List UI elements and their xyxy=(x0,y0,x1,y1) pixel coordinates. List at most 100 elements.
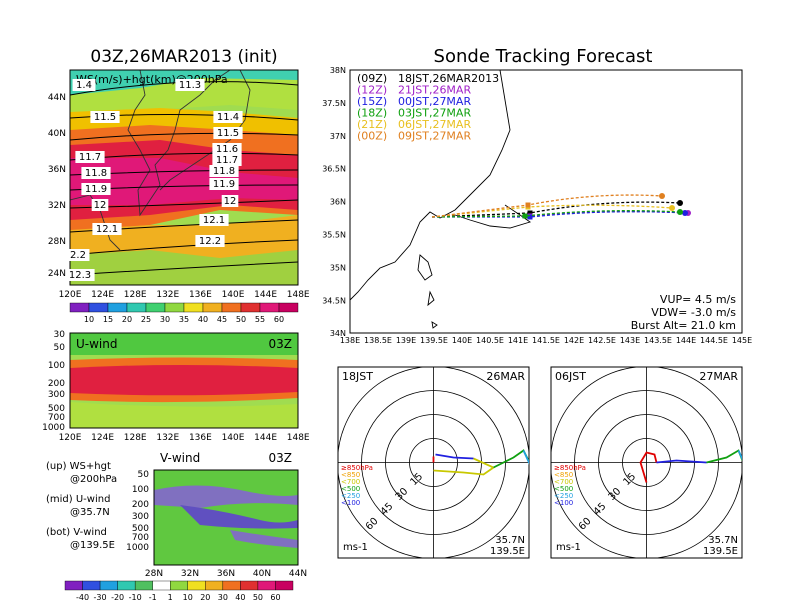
ws-colorbar-cell xyxy=(259,302,280,313)
pressure-tick-label: 700 xyxy=(132,533,149,543)
polar-legend-item: <500 xyxy=(554,485,573,493)
launch-time: 18JST,26MAR2013 xyxy=(398,72,499,85)
pressure-tick-label: 300 xyxy=(132,512,149,522)
vup-text: VUP= 4.5 m/s xyxy=(660,293,736,306)
pressure-tick-label: 200 xyxy=(48,379,65,389)
ws-lon-labels: 120E 124E 128E 132E 136E 140E 144E 148E xyxy=(59,290,310,300)
sonde-track xyxy=(431,210,681,218)
launch-time: 06JST,27MAR xyxy=(398,118,471,131)
contour-label-box xyxy=(75,151,105,163)
ws-colorbar-tick: 35 xyxy=(179,315,189,324)
lat-tick-label: 35N xyxy=(330,263,346,272)
launch-code: (21Z) xyxy=(357,118,387,131)
ws-colorbar-tick: 20 xyxy=(122,315,132,324)
v-colorbar-tick: -20 xyxy=(111,593,124,602)
polar-legend-item: <700 xyxy=(341,478,360,486)
lat-tick-label: 44N xyxy=(289,569,307,579)
launch-time: 00JST,27MAR xyxy=(398,95,471,108)
ws-colorbar-tick: 45 xyxy=(217,315,227,324)
u-wind-label: U-wind xyxy=(76,337,117,351)
lat-tick-label: 28N xyxy=(145,569,163,579)
lat-tick-label: 34.5N xyxy=(322,296,346,305)
legend-up-line2: @200hPa xyxy=(70,474,117,485)
lon-tick-label: 143.5E xyxy=(644,336,672,345)
lon-tick-label: 120E xyxy=(59,433,82,443)
lon-tick-label: 136E xyxy=(189,433,212,443)
contour-label: 11.5 xyxy=(217,128,239,139)
v-colorbar-cell xyxy=(222,580,241,591)
ws-colorbar-tick: 15 xyxy=(103,315,113,324)
contour-label: 11.9 xyxy=(85,184,107,195)
contour-label: 11.7 xyxy=(216,155,238,166)
lon-tick-label: 141E xyxy=(508,336,528,345)
pressure-tick-label: 200 xyxy=(132,500,149,510)
contour-label-box xyxy=(91,199,109,211)
polar-lat: 35.7N xyxy=(495,535,525,546)
lon-tick-label: 139.5E xyxy=(420,336,448,345)
ws-colorbar-tick: 55 xyxy=(255,315,265,324)
contour-label-box xyxy=(209,178,239,190)
launch-code: (12Z) xyxy=(357,84,387,97)
contour-label: 11.3 xyxy=(179,80,201,91)
launch-time: 09JST,27MAR xyxy=(398,130,471,143)
v-colorbar-tick: -40 xyxy=(76,593,89,602)
lon-tick-label: 144E xyxy=(254,433,277,443)
v-colorbar-tick: 10 xyxy=(183,593,193,602)
v-wind-label: V-wind xyxy=(160,451,200,465)
polar-time-label: 18JST xyxy=(342,370,373,383)
ws-colorbar-tick: 25 xyxy=(141,315,151,324)
lon-tick-label: 140E xyxy=(452,336,472,345)
burst-marker xyxy=(527,210,533,216)
lat-tick-label: 34N xyxy=(330,329,346,338)
lon-tick-label: 140.5E xyxy=(476,336,504,345)
ws-colorbar-tick: 60 xyxy=(274,315,284,324)
polar-legend-item: <100 xyxy=(554,499,573,507)
lon-tick-label: 140E xyxy=(222,433,245,443)
pressure-tick-label: 50 xyxy=(138,470,150,480)
lat-tick-label: 44N xyxy=(48,93,66,103)
contour-label-box xyxy=(81,167,111,179)
polar-legend-item: ≥850hPa xyxy=(341,464,373,472)
ws-colorbar-cell xyxy=(69,302,90,313)
v-colorbar-cell xyxy=(205,580,224,591)
burst-marker xyxy=(525,202,531,208)
ws-colorbar-cell xyxy=(164,302,185,313)
ws-colorbar-cell xyxy=(240,302,261,313)
hodograph-segment xyxy=(656,459,707,464)
ws-map-title: 03Z,26MAR2013 (init) xyxy=(90,47,277,67)
v-colorbar-cell xyxy=(257,580,276,591)
lon-tick-label: 143E xyxy=(620,336,640,345)
lon-tick-label: 144.5E xyxy=(700,336,728,345)
u-wind-plot xyxy=(70,333,298,428)
contour-label-box xyxy=(212,143,242,155)
lat-tick-label: 28N xyxy=(48,237,66,247)
contour-label-box xyxy=(212,154,242,166)
polar-hodograph xyxy=(639,449,742,483)
lat-tick-label: 37N xyxy=(330,132,346,141)
pressure-tick-label: 300 xyxy=(48,390,65,400)
v-colorbar-tick: 30 xyxy=(218,593,228,602)
lon-tick-label: 144E xyxy=(254,290,277,300)
polar-legend-item: ≥850hPa xyxy=(554,464,586,472)
contour-label-box xyxy=(199,214,229,226)
polar-panel-1: 18JST 26MAR15304560≥850hPa<850<700<500<25… xyxy=(337,366,530,559)
lat-tick-label: 32N xyxy=(181,569,199,579)
tracking-params: VUP= 4.5 m/s VDW= -3.0 m/s Burst Alt= 21… xyxy=(631,293,737,332)
lon-tick-label: 140E xyxy=(222,290,245,300)
ws-lat-labels: 44N 40N 36N 32N 28N 24N xyxy=(48,93,66,279)
v-wind-time: 03Z xyxy=(269,451,293,465)
sonde-track xyxy=(432,211,686,218)
hodograph-segment xyxy=(435,453,474,460)
polar-legend-item: <100 xyxy=(341,499,360,507)
ws-colorbar-cell xyxy=(126,302,147,313)
v-colorbar-cell xyxy=(240,580,259,591)
ws-contour-labels: 1.4 11.311.5 11.411.511.611.711.711.8 11.81… xyxy=(65,79,243,281)
u-wind-time: 03Z xyxy=(269,337,293,351)
pressure-tick-label: 500 xyxy=(48,404,65,414)
contour-label-box xyxy=(175,79,205,91)
v-colorbar-cell xyxy=(187,580,206,591)
lon-tick-label: 138E xyxy=(340,336,360,345)
burst-marker xyxy=(527,214,533,220)
polar-legend-item: <250 xyxy=(554,492,573,500)
